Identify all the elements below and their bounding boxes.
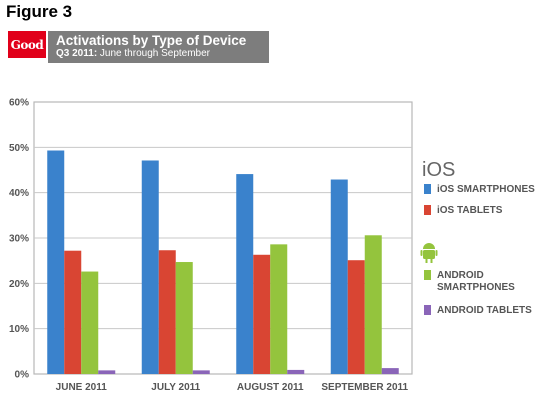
y-tick-label: 50% xyxy=(9,143,29,154)
chart-subtitle: Q3 2011: June through September xyxy=(56,48,210,59)
figure-label: Figure 3 xyxy=(6,2,73,21)
ios-logo-text: iOS xyxy=(422,159,455,181)
bar xyxy=(141,160,159,374)
x-tick-label: SEPTEMBER 2011 xyxy=(321,382,408,393)
legend-label: ANDROID xyxy=(437,270,484,281)
bar xyxy=(175,262,193,374)
bar xyxy=(347,260,365,374)
x-tick-label: AUGUST 2011 xyxy=(237,382,304,393)
bar xyxy=(236,174,254,374)
logo-text: Good xyxy=(10,37,44,52)
bar xyxy=(287,369,305,374)
chart-subtitle-period: Q3 2011: xyxy=(56,48,98,59)
y-tick-label: 0% xyxy=(15,370,30,381)
y-tick-label: 60% xyxy=(9,98,29,109)
bar xyxy=(253,254,271,374)
x-tick-label: JUNE 2011 xyxy=(56,382,108,393)
legend-label: iOS TABLETS xyxy=(437,205,503,216)
legend-swatch xyxy=(424,184,431,194)
good-logo: Good xyxy=(8,31,46,58)
y-tick-label: 30% xyxy=(9,234,29,245)
bars xyxy=(47,150,399,374)
title-banner: Activations by Type of Device Q3 2011: J… xyxy=(48,31,269,63)
legend-swatch xyxy=(424,270,431,280)
bar xyxy=(64,250,82,374)
chart-subtitle-range: June through September xyxy=(97,48,211,59)
legend-label-line2: SMARTPHONES xyxy=(437,282,515,293)
y-tick-label: 40% xyxy=(9,188,29,199)
legend-label: iOS SMARTPHONES xyxy=(437,184,535,195)
bar xyxy=(330,179,348,374)
android-icon xyxy=(420,243,438,263)
legend-swatch xyxy=(424,205,431,215)
bar xyxy=(381,368,399,374)
bar xyxy=(364,235,382,374)
bar xyxy=(158,250,176,374)
legend-label: ANDROID TABLETS xyxy=(437,305,532,316)
legend: iOS iOS SMARTPHONES iOS TABLETS ANDROIDSMAR… xyxy=(420,159,535,316)
bar xyxy=(98,370,116,374)
axes: 0% 10% 20% 30% 40% 50% 60% JUNE 2011 JULY 2011 AU… xyxy=(9,98,409,394)
bar xyxy=(81,271,99,374)
x-tick-label: JULY 2011 xyxy=(151,382,200,393)
bar xyxy=(192,370,210,374)
legend-swatch xyxy=(424,305,431,315)
y-tick-label: 10% xyxy=(9,324,29,335)
bar xyxy=(270,244,288,374)
y-tick-label: 20% xyxy=(9,279,29,290)
chart-title: Activations by Type of Device xyxy=(56,33,247,48)
bar xyxy=(47,150,65,374)
